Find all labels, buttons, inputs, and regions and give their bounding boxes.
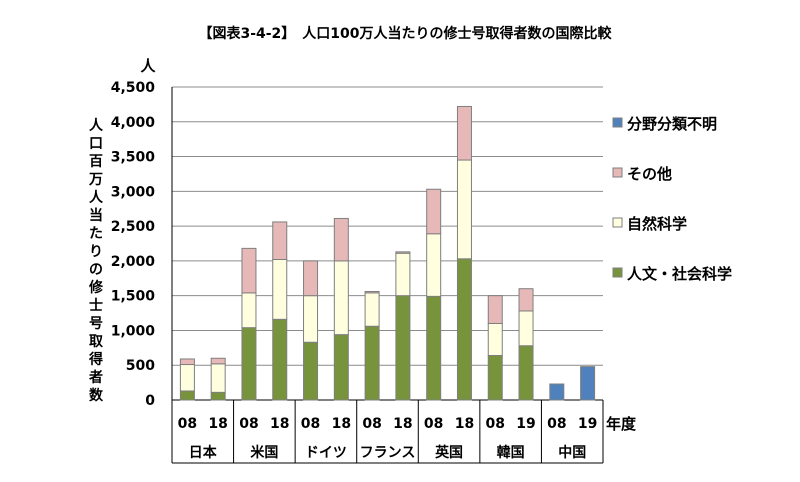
bar-segment <box>364 292 380 327</box>
bar-segment <box>303 295 319 343</box>
y-axis-title-char: の <box>89 262 103 278</box>
y-axis-title-char: 百 <box>89 154 103 170</box>
bar-segment <box>395 295 411 401</box>
bar-segment <box>456 258 472 401</box>
bar-segment <box>364 290 380 294</box>
bar-segment <box>395 252 411 297</box>
x-tick-label: 08 <box>424 416 443 432</box>
y-axis-title-char: 士 <box>89 297 103 314</box>
x-tick-label: 08 <box>362 416 381 432</box>
y-tick-label: 500 <box>126 358 155 374</box>
x-unit: 年度 <box>606 415 637 433</box>
bar-segment <box>364 325 380 401</box>
bar-segment <box>518 310 534 347</box>
y-axis-title-char: 人 <box>89 117 104 134</box>
x-tick-label: 18 <box>208 416 227 432</box>
y-axis-title-char: 得 <box>88 351 103 368</box>
legend-swatch <box>612 167 623 178</box>
legend-label: その他 <box>627 165 672 183</box>
bar-segment <box>303 260 319 297</box>
bar-segment <box>426 295 442 401</box>
bar-segment <box>210 363 226 393</box>
x-tick-label: 19 <box>578 416 597 432</box>
y-axis-title-char: 数 <box>89 387 104 404</box>
x-tick-label: 08 <box>178 416 197 432</box>
bar-segment <box>456 159 472 260</box>
country-label: 米国 <box>250 444 278 461</box>
x-tick-label: 18 <box>332 416 351 432</box>
y-axis-title-char: 号 <box>89 316 103 332</box>
y-tick-label: 3,500 <box>111 150 156 166</box>
y-tick-label: 2,000 <box>111 254 156 270</box>
legend-label: 分野分類不明 <box>627 115 717 133</box>
bar-segment <box>518 345 534 401</box>
legend-swatch <box>612 267 623 278</box>
bar-segment <box>333 334 349 401</box>
y-axis-title-char: 者 <box>89 370 103 386</box>
x-tick-label: 08 <box>301 416 320 432</box>
country-label: 日本 <box>189 444 218 461</box>
x-tick-label: 08 <box>547 416 566 432</box>
y-axis-title-char: 取 <box>89 334 104 350</box>
bar-segment <box>272 258 288 320</box>
bar-segment <box>487 295 503 324</box>
bar-segment <box>272 221 288 260</box>
bar-segment <box>179 364 195 392</box>
bar-segment <box>518 288 534 312</box>
legend-swatch <box>612 217 623 228</box>
y-axis-title-char: り <box>89 244 103 260</box>
y-tick-label: 4,500 <box>111 80 156 96</box>
bar-segment <box>395 251 411 254</box>
y-axis-title-char: た <box>89 226 103 242</box>
bar-segment <box>487 322 503 356</box>
y-tick-label: 1,500 <box>111 289 156 305</box>
x-tick-label: 18 <box>455 416 474 432</box>
bar-segment <box>241 247 257 294</box>
country-label: ドイツ <box>305 445 347 461</box>
y-axis-title-char: 口 <box>89 136 103 152</box>
y-tick-label: 4,000 <box>111 115 156 131</box>
y-unit: 人 <box>140 57 156 75</box>
bar-segment <box>549 383 565 401</box>
bar-segment <box>333 217 349 262</box>
y-axis-title-char: 当 <box>89 207 103 224</box>
bar-segment <box>179 390 195 401</box>
legend-swatch <box>612 117 623 128</box>
country-label: フランス <box>360 445 416 461</box>
bar-segment <box>487 354 503 401</box>
legend-label: 自然科学 <box>627 215 687 233</box>
y-axis-title-char: 人 <box>89 189 104 206</box>
country-label: 英国 <box>434 444 463 461</box>
bar-segment <box>426 233 442 297</box>
bar-segment <box>179 358 195 366</box>
x-tick-label: 08 <box>239 416 258 432</box>
y-axis-title-char: 修 <box>88 279 104 296</box>
legend-label: 人文・社会科学 <box>627 265 732 283</box>
chart-title: 【図表3-4-2】 人口100万人当たりの修士号取得者数の国際比較 <box>198 25 612 42</box>
bar-segment <box>210 357 226 365</box>
bar-segment <box>426 188 442 235</box>
x-tick-label: 18 <box>393 416 412 432</box>
bar-segment <box>303 341 319 401</box>
y-axis-title-char: 万 <box>88 172 103 188</box>
country-label: 韓国 <box>497 444 525 461</box>
y-tick-label: 2,500 <box>111 219 156 235</box>
y-tick-label: 0 <box>145 393 155 409</box>
bar-segment <box>272 318 288 401</box>
y-tick-label: 3,000 <box>111 184 156 200</box>
bar-segment <box>241 292 257 329</box>
bar-segment <box>333 260 349 336</box>
bar-segment <box>241 327 257 401</box>
bar-segment <box>210 391 226 401</box>
y-tick-label: 1,000 <box>111 323 156 339</box>
country-label: 中国 <box>558 444 586 461</box>
x-tick-label: 19 <box>516 416 535 432</box>
bar-segment <box>580 366 596 401</box>
bar-segment <box>456 105 472 161</box>
x-tick-label: 08 <box>486 416 505 432</box>
x-tick-label: 18 <box>270 416 289 432</box>
